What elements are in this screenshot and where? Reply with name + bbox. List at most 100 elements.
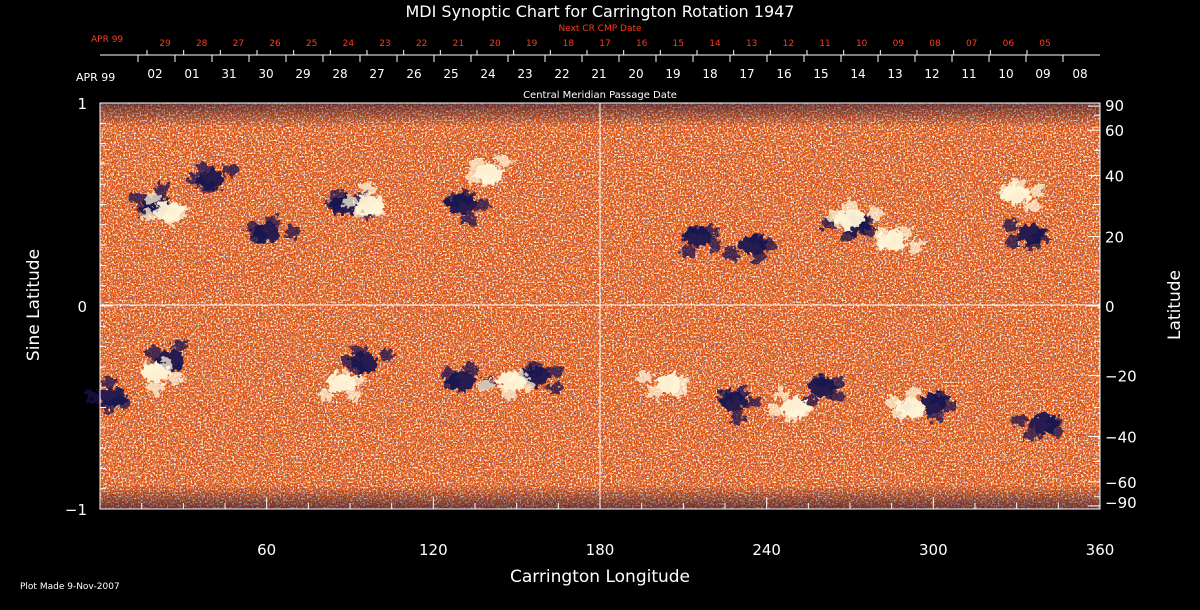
positive-flux-region	[908, 239, 925, 252]
cmp-date-label: 27	[369, 67, 384, 81]
positive-flux-region	[866, 207, 883, 220]
positive-flux-region	[842, 200, 858, 213]
positive-flux-region	[317, 389, 334, 402]
next-cr-date-label: 06	[1003, 39, 1015, 49]
negative-flux-region	[546, 382, 563, 395]
positive-flux-region	[162, 214, 179, 227]
positive-flux-region	[349, 374, 366, 387]
cmp-date-label: 24	[480, 67, 495, 81]
cmp-date-label: 19	[665, 67, 680, 81]
cmp-date-label: 14	[850, 67, 865, 81]
positive-flux-region	[171, 206, 188, 219]
negative-flux-region	[927, 409, 944, 422]
negative-flux-region	[474, 198, 491, 211]
cmp-date-label: 11	[961, 67, 976, 81]
next-cr-date-label: 17	[599, 39, 610, 49]
negative-flux-region	[461, 213, 478, 226]
negative-flux-region	[85, 390, 102, 403]
negative-flux-region	[340, 355, 357, 368]
x-tick-label: 180	[586, 541, 615, 559]
cmp-date-label: 09	[1035, 67, 1050, 81]
negative-flux-region	[828, 377, 845, 390]
positive-flux-region	[884, 395, 901, 408]
positive-flux-region	[141, 361, 158, 374]
cmp-date-label: 10	[998, 67, 1013, 81]
positive-flux-region	[874, 227, 891, 240]
next-cr-date-label: 23	[379, 39, 390, 49]
negative-flux-region	[1002, 218, 1019, 231]
negative-flux-region	[728, 410, 745, 423]
positive-flux-region	[647, 386, 664, 399]
positive-flux-region	[501, 387, 518, 400]
next-cr-date-label: 27	[233, 39, 244, 49]
next-cr-date-label: 21	[453, 39, 464, 49]
next-cr-date-label: 26	[269, 39, 281, 49]
positive-flux-region	[495, 155, 512, 168]
cmp-date-label: 29	[295, 67, 310, 81]
negative-flux-region	[245, 221, 262, 234]
negative-flux-region	[749, 233, 766, 246]
negative-flux-region	[839, 230, 856, 243]
cmp-date-label: 16	[776, 67, 791, 81]
positive-flux-region	[1023, 201, 1040, 214]
positive-flux-region	[167, 371, 184, 384]
negative-flux-region	[723, 247, 740, 260]
negative-flux-region	[733, 387, 750, 400]
positive-flux-region	[517, 379, 534, 392]
cmp-date-label: 20	[628, 67, 643, 81]
negative-flux-region	[100, 376, 117, 389]
negative-flux-region	[813, 374, 830, 387]
positive-flux-region	[360, 182, 377, 195]
positive-flux-region	[352, 206, 369, 219]
positive-flux-region	[334, 370, 351, 383]
positive-flux-region	[637, 371, 654, 384]
next-cr-date-label: 16	[636, 39, 648, 49]
negative-flux-region	[350, 362, 367, 375]
x-tick-label: 120	[419, 541, 448, 559]
next-cr-date-label: 18	[563, 39, 575, 49]
negative-flux-region	[195, 162, 212, 175]
positive-flux-region	[998, 185, 1015, 198]
negative-flux-region	[718, 390, 735, 403]
cmp-date-label: 31	[221, 67, 236, 81]
cmp-date-label: 13	[887, 67, 902, 81]
positive-flux-region	[784, 411, 801, 424]
positive-flux-region	[669, 385, 686, 398]
x-tick-label: 360	[1086, 541, 1115, 559]
latitude-tick-label: 40	[1105, 168, 1124, 186]
next-cr-axis: Next CR CMP Date APR 99 29 28 27 26 25 24 23 22…	[91, 24, 1051, 55]
cmp-date-label: 30	[258, 67, 273, 81]
positive-flux-region	[480, 174, 497, 187]
negative-flux-region	[441, 368, 458, 381]
negative-flux-region	[760, 239, 777, 252]
negative-flux-region	[223, 164, 240, 177]
positive-flux-region	[141, 209, 158, 222]
next-cr-date-label: 29	[159, 39, 171, 49]
y-tick-label: 1	[77, 95, 87, 113]
negative-flux-region	[249, 230, 266, 243]
negative-flux-region	[1004, 235, 1021, 248]
negative-flux-region	[187, 174, 204, 187]
positive-flux-region	[341, 195, 358, 208]
positive-flux-region	[144, 192, 161, 205]
title-group: MDI Synoptic Chart for Carrington Rotati…	[406, 2, 795, 21]
positive-flux-region	[672, 375, 689, 388]
positive-flux-region	[146, 382, 163, 395]
negative-flux-region	[1025, 428, 1042, 441]
x-tick-label: 60	[257, 541, 276, 559]
positive-flux-region	[835, 217, 852, 230]
negative-flux-region	[264, 214, 281, 227]
negative-flux-region	[113, 395, 130, 408]
negative-flux-region	[378, 349, 395, 362]
y-axis-right: Latitude 90 60 40 20 0 −20 −40 −60 −90	[1088, 97, 1185, 512]
latitude-tick-label: 90	[1105, 97, 1124, 115]
negative-flux-region	[686, 224, 703, 237]
next-cr-date-label: 09	[893, 39, 905, 49]
negative-flux-region	[1046, 415, 1063, 428]
negative-flux-region	[680, 245, 697, 258]
negative-flux-region	[1025, 238, 1042, 251]
positive-flux-region	[344, 387, 361, 400]
next-cr-date-label: 19	[526, 39, 538, 49]
next-cr-date-label: 13	[746, 39, 757, 49]
negative-flux-region	[458, 189, 475, 202]
